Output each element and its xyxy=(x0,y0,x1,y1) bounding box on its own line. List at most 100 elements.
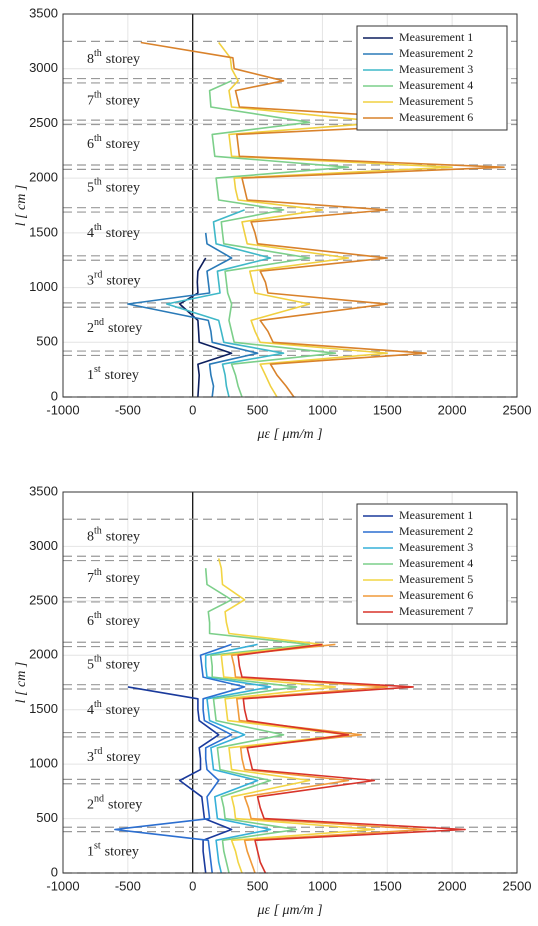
profile-line xyxy=(204,643,272,874)
y-tick-label: 2500 xyxy=(29,115,58,130)
storey-word: storey xyxy=(105,368,139,383)
x-axis-label: με [ μm/m ] xyxy=(256,427,322,442)
storey-word: storey xyxy=(106,658,140,673)
storey-word: storey xyxy=(106,750,140,765)
legend-label: Measurement 3 xyxy=(399,540,473,554)
storey-suffix: rd xyxy=(94,746,102,757)
storey-label: 1st storey xyxy=(87,365,139,384)
profile-line xyxy=(140,41,505,398)
y-axis-label: l [ cm ] xyxy=(14,662,29,704)
x-tick-label: 0 xyxy=(189,402,196,417)
legend-box xyxy=(356,25,508,131)
storey-suffix: st xyxy=(94,841,101,852)
storey-label: 4th storey xyxy=(87,699,140,718)
storey-word: storey xyxy=(106,571,140,586)
y-tick-label: 1000 xyxy=(29,756,58,771)
y-tick-label: 2000 xyxy=(29,170,58,185)
x-tick-label: 1500 xyxy=(373,402,402,417)
y-tick-label: 3000 xyxy=(29,60,58,75)
storey-word: storey xyxy=(106,274,140,289)
panel: -1000 -500 0 500 1000 1500 2000 2500 0 500 1000 150… xyxy=(14,5,531,442)
storey-number: 6 xyxy=(87,614,94,629)
storey-label: 6th storey xyxy=(87,133,140,152)
storey-word: storey xyxy=(106,52,140,67)
storey-label: 8th storey xyxy=(87,48,140,67)
profile-line xyxy=(114,643,246,874)
storey-suffix: th xyxy=(94,133,102,144)
legend-label: Measurement 2 xyxy=(399,524,473,538)
legend-label: Measurement 5 xyxy=(399,572,473,586)
storey-suffix: rd xyxy=(94,270,102,281)
storey-number: 1 xyxy=(87,845,94,860)
profile-line xyxy=(127,686,233,874)
legend-label: Measurement 4 xyxy=(399,556,473,570)
storey-number: 5 xyxy=(87,181,94,196)
storey-number: 4 xyxy=(87,226,94,241)
storey-suffix: nd xyxy=(94,794,104,805)
storey-label: 8th storey xyxy=(87,526,140,545)
storey-label: 3rd storey xyxy=(87,270,141,289)
y-tick-label: 2500 xyxy=(29,592,58,607)
storey-suffix: th xyxy=(94,567,102,578)
profile-line xyxy=(166,209,285,398)
x-axis-label: με [ μm/m ] xyxy=(256,903,322,918)
x-tick-label: 2500 xyxy=(503,878,532,893)
y-tick-label: 0 xyxy=(51,864,58,879)
y-tick-label: 500 xyxy=(36,810,58,825)
legend-label: Measurement 1 xyxy=(399,508,473,522)
profile-line xyxy=(208,80,350,398)
x-tick-label: 2000 xyxy=(438,878,467,893)
storey-number: 4 xyxy=(87,703,94,718)
storey-label: 2nd storey xyxy=(87,317,142,336)
storey-label: 5th storey xyxy=(87,654,140,673)
storey-word: storey xyxy=(106,226,140,241)
profile-line xyxy=(204,568,311,874)
legend: Measurement 1 Measurement 2 Measurement 3 M… xyxy=(356,25,508,131)
legend-label: Measurement 3 xyxy=(399,62,473,76)
x-tick-label: 1500 xyxy=(373,878,402,893)
y-tick-label: 3500 xyxy=(29,483,58,498)
storey-number: 6 xyxy=(87,137,94,152)
y-tick-label: 0 xyxy=(51,388,58,403)
y-tick-label: 1500 xyxy=(29,701,58,716)
profile-line xyxy=(127,232,259,398)
x-tick-label: 2000 xyxy=(438,402,467,417)
plot-frame xyxy=(62,491,518,874)
storey-word: storey xyxy=(106,137,140,152)
x-tick-label: 500 xyxy=(247,402,269,417)
storey-label: 7th storey xyxy=(87,90,140,109)
storey-word: storey xyxy=(106,94,140,109)
storey-number: 2 xyxy=(87,798,94,813)
storey-suffix: th xyxy=(94,699,102,710)
storey-label: 3rd storey xyxy=(87,746,141,765)
x-tick-label: 0 xyxy=(189,878,196,893)
profile-line xyxy=(178,257,233,398)
profile-line xyxy=(237,643,466,874)
x-tick-label: 500 xyxy=(247,878,269,893)
storey-label: 1st storey xyxy=(87,841,139,860)
storey-number: 7 xyxy=(87,571,94,586)
x-tick-label: -500 xyxy=(115,878,141,893)
storey-word: storey xyxy=(106,703,140,718)
panel: -1000 -500 0 500 1000 1500 2000 2500 0 500 1000 150… xyxy=(14,483,531,918)
profile-line xyxy=(218,42,453,398)
x-tick-label: 1000 xyxy=(308,402,337,417)
legend-label: Measurement 7 xyxy=(399,604,473,618)
storey-suffix: th xyxy=(94,48,102,59)
legend-label: Measurement 4 xyxy=(399,78,473,92)
plot-frame xyxy=(62,13,518,398)
storey-suffix: th xyxy=(94,610,102,621)
storey-word: storey xyxy=(105,845,139,860)
storey-number: 5 xyxy=(87,658,94,673)
storey-number: 7 xyxy=(87,94,94,109)
legend-label: Measurement 1 xyxy=(399,30,473,44)
storey-word: storey xyxy=(108,321,142,336)
y-tick-label: 3500 xyxy=(29,5,58,20)
storey-label: 7th storey xyxy=(87,567,140,586)
y-tick-label: 1000 xyxy=(29,279,58,294)
storey-number: 1 xyxy=(87,368,94,383)
storey-suffix: th xyxy=(94,177,102,188)
storey-label: 2nd storey xyxy=(87,794,142,813)
storey-word: storey xyxy=(106,530,140,545)
